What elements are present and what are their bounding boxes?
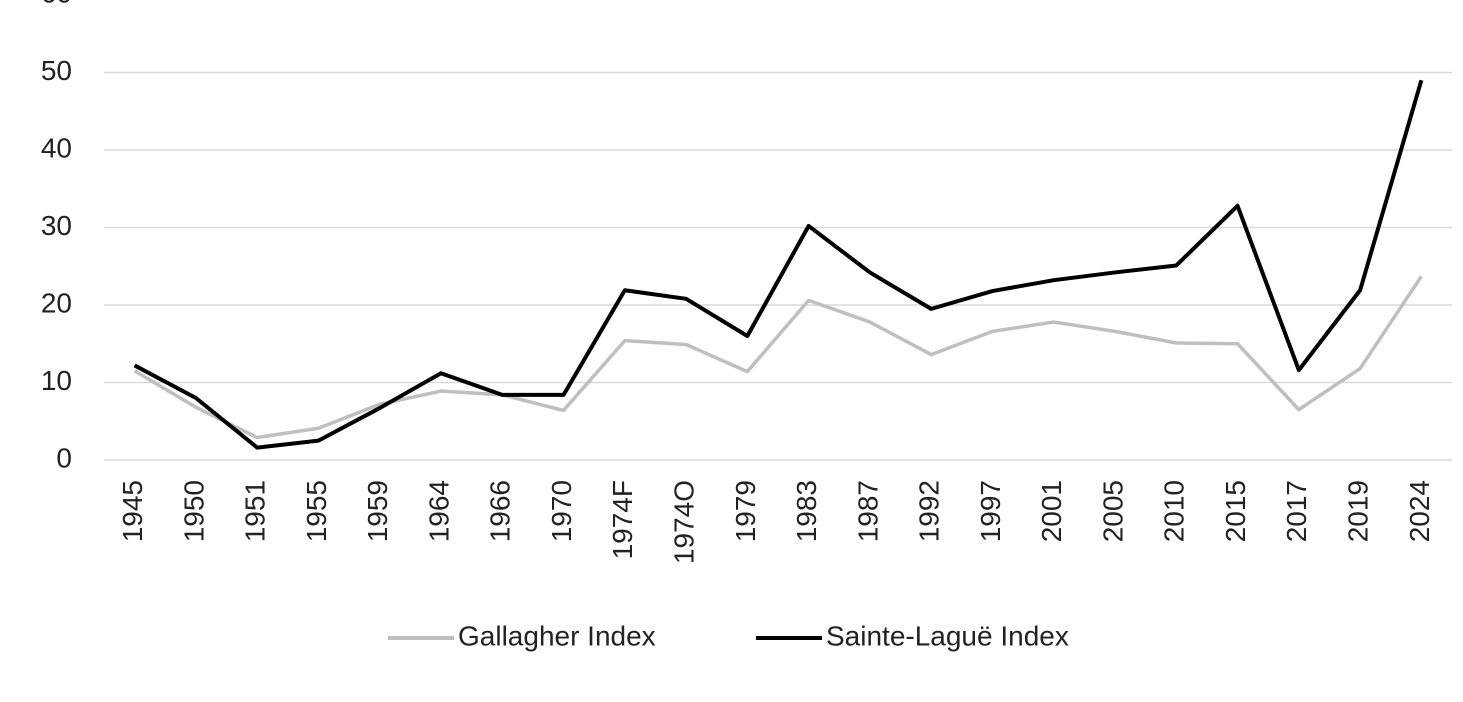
x-tick-label: 1974F (607, 480, 638, 559)
x-tick-label: 1959 (362, 480, 393, 542)
x-tick-label: 2001 (1036, 480, 1067, 542)
x-tick-label: 2017 (1281, 480, 1312, 542)
x-tick-label: 2024 (1404, 480, 1435, 542)
x-tick-label: 1950 (178, 480, 209, 542)
x-tick-label: 1970 (546, 480, 577, 542)
y-tick-label: 40 (41, 132, 72, 163)
y-tick-label: 10 (41, 365, 72, 396)
x-tick-label: 1997 (975, 480, 1006, 542)
x-tick-label: 2010 (1159, 480, 1190, 542)
x-tick-label: 1966 (485, 480, 516, 542)
x-tick-label: 1992 (914, 480, 945, 542)
x-tick-label: 2005 (1097, 480, 1128, 542)
x-tick-label: 1945 (117, 480, 148, 542)
x-tick-label: 1983 (791, 480, 822, 542)
legend-label: Gallagher Index (458, 620, 656, 651)
y-tick-label: 20 (41, 287, 72, 318)
series-line (133, 79, 1424, 450)
y-tick-label: 0 (56, 442, 72, 473)
y-tick-label: 60 (41, 0, 72, 8)
x-tick-label: 1955 (301, 480, 332, 542)
x-tick-label: 1974O (668, 480, 699, 564)
y-tick-label: 30 (41, 210, 72, 241)
x-tick-label: 1979 (730, 480, 761, 542)
y-tick-label: 50 (41, 55, 72, 86)
series-line (133, 275, 1423, 440)
x-tick-label: 2015 (1220, 480, 1251, 542)
x-tick-label: 1964 (423, 480, 454, 542)
legend-label: Sainte-Laguë Index (826, 620, 1069, 651)
x-tick-label: 1987 (852, 480, 883, 542)
x-tick-label: 1951 (240, 480, 271, 542)
x-tick-label: 2019 (1342, 480, 1373, 542)
